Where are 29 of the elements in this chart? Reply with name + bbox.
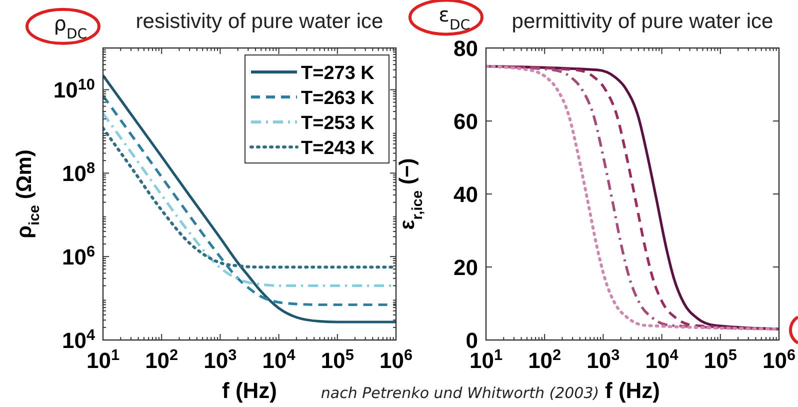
legend-label: T=253 K — [301, 113, 375, 134]
x-axis-title: f (Hz) — [222, 378, 277, 403]
text: nach Petrenko und Whitworth (2003) — [320, 384, 600, 402]
x-tick-label: 10$^{2}$ — [145, 346, 178, 373]
y-tick-label: 10$^{6}$ — [62, 243, 95, 270]
x-tick-label: 10$^{2}$ — [528, 346, 562, 373]
y-tick-label: 10$^{8}$ — [62, 160, 96, 186]
x-tick-label: 10$^{4}$ — [262, 346, 296, 373]
chart-title: permittivity of pure water ice — [512, 10, 774, 33]
y-tick-label: 40 — [454, 182, 478, 207]
y-tick-label: 10$^{10}$ — [53, 76, 95, 103]
legend-label: T=273 K — [301, 63, 375, 84]
x-tick-label: 10$^{5}$ — [704, 346, 738, 373]
annotation: ρ$_{DC}$ — [54, 11, 88, 42]
x-tick-label: 10$^{4}$ — [645, 346, 679, 373]
chart-title: resistivity of pure water ice — [136, 10, 384, 33]
legend-label: T=263 K — [301, 88, 375, 109]
x-axis-title: f (Hz) — [605, 378, 660, 403]
y-tick-label: 20 — [454, 255, 478, 280]
x-tick-label: 10$^{6}$ — [762, 346, 796, 373]
x-tick-label: 10$^{6}$ — [379, 346, 413, 373]
legend-label: T=243 K — [301, 138, 375, 159]
x-tick-label: 10$^{5}$ — [320, 346, 354, 373]
x-tick-label: 10$^{3}$ — [586, 346, 620, 373]
y-tick-label: 80 — [454, 36, 478, 61]
x-tick-label: 10$^{3}$ — [204, 346, 237, 373]
annotation: ε$_{DC}$ — [438, 2, 470, 34]
y-tick-label: 0 — [466, 328, 478, 353]
y-tick-label: 60 — [454, 109, 478, 134]
